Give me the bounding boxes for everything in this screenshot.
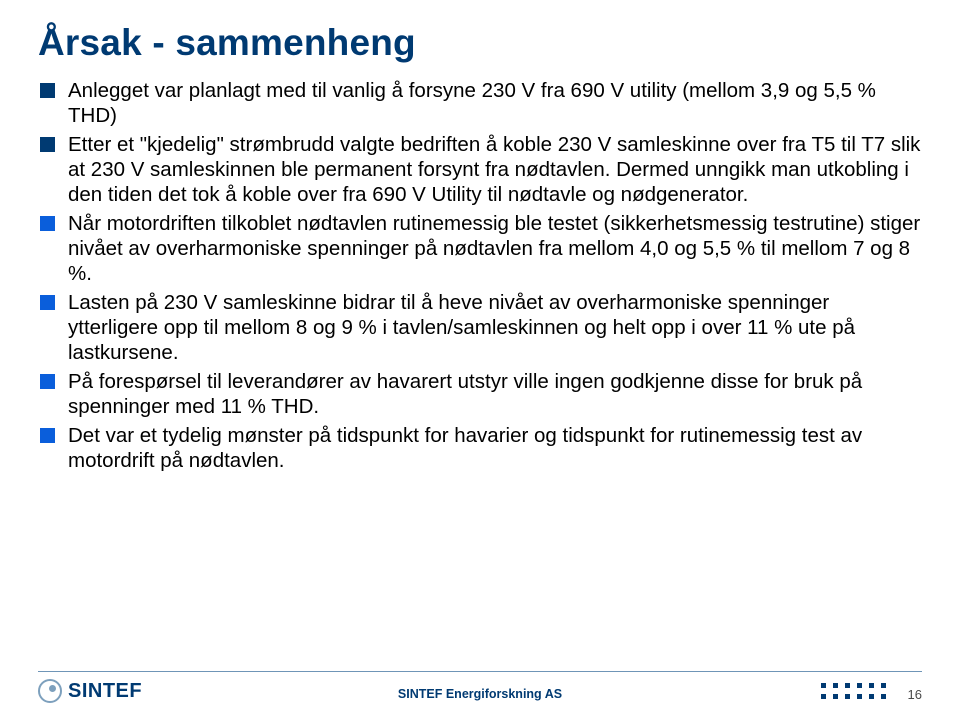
bullet-item: Lasten på 230 V samleskinne bidrar til å… (38, 290, 922, 365)
page-number: 16 (908, 687, 922, 702)
footer-divider (38, 671, 922, 672)
bullet-item: Når motordriften tilkoblet nødtavlen rut… (38, 211, 922, 286)
footer-center-text: SINTEF Energiforskning AS (0, 687, 960, 701)
bullet-item: På forespørsel til leverandører av havar… (38, 369, 922, 419)
footer-dot-grid (821, 683, 888, 701)
bullet-item: Etter et "kjedelig" strømbrudd valgte be… (38, 132, 922, 207)
bullet-list: Anlegget var planlagt med til vanlig å f… (38, 78, 922, 473)
bullet-item: Det var et tydelig mønster på tidspunkt … (38, 423, 922, 473)
slide-footer: SINTEF SINTEF Energiforskning AS 16 (0, 667, 960, 715)
slide-title: Årsak - sammenheng (38, 22, 922, 64)
bullet-item: Anlegget var planlagt med til vanlig å f… (38, 78, 922, 128)
slide: Årsak - sammenheng Anlegget var planlagt… (0, 0, 960, 715)
